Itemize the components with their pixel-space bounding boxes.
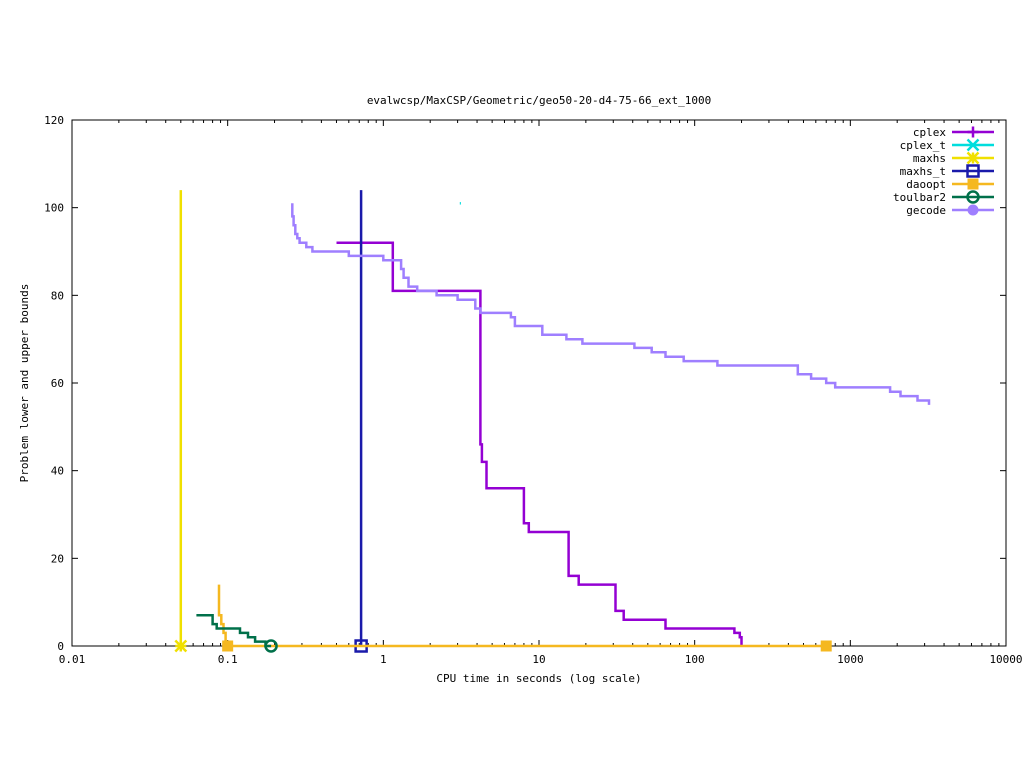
y-axis-label: Problem lower and upper bounds [18,284,31,483]
legend-marker [966,151,980,165]
legend-label: maxhs [913,152,946,165]
legend-entry-cplex_t: cplex_t [900,138,994,152]
series-cplex [336,241,743,646]
legend-label: cplex_t [900,139,946,152]
chart-title: evalwcsp/MaxCSP/Geometric/geo50-20-d4-75… [367,94,711,107]
legend-entry-gecode: gecode [906,204,994,217]
legend-label: toulbar2 [893,191,946,204]
series-maxhs [174,190,188,653]
series-daoopt [217,584,832,652]
legend-entry-maxhs: maxhs [913,151,994,165]
y-tick-label: 40 [51,465,64,478]
y-tick-label: 60 [51,377,64,390]
legend-entry-toulbar2: toulbar2 [893,190,994,204]
y-tick-label: 100 [44,202,64,215]
series-marker-daoopt [820,640,832,652]
legend-marker [966,164,980,178]
y-tick-label: 20 [51,552,64,565]
legend-marker [967,178,979,190]
y-tick-label: 80 [51,289,64,302]
series-toulbar2 [196,614,278,653]
series-line-cplex [336,241,743,646]
series-gecode [291,203,931,405]
x-tick-label: 100 [685,653,705,666]
x-tick-label: 1000 [837,653,864,666]
y-tick-label: 120 [44,114,64,127]
legend-label: gecode [906,204,946,217]
legend-label: cplex [913,126,946,139]
series-layer [174,190,931,653]
x-tick-label: 0.1 [218,653,238,666]
legend-label: maxhs_t [900,165,946,178]
y-tick-label: 0 [57,640,64,653]
series-marker-daoopt [222,640,234,652]
legend: cplexcplex_tmaxhsmaxhs_tdaoopttoulbar2ge… [893,126,994,217]
legend-entry-daoopt: daoopt [906,178,994,191]
legend-marker [966,190,980,204]
x-tick-label: 0.01 [59,653,86,666]
legend-entry-maxhs_t: maxhs_t [900,164,994,178]
series-line-gecode [291,203,931,405]
legend-marker [966,138,980,152]
series-marker-toulbar2 [264,639,278,653]
legend-marker [967,204,979,216]
x-tick-label: 10000 [989,653,1022,666]
legend-label: daoopt [906,178,946,191]
legend-marker [967,126,979,138]
x-tick-label: 1 [380,653,387,666]
x-axis-label: CPU time in seconds (log scale) [436,672,641,685]
series-marker-maxhs [174,639,188,653]
series-line-toulbar2 [196,614,272,648]
legend-entry-cplex: cplex [913,126,994,139]
x-tick-label: 10 [532,653,545,666]
